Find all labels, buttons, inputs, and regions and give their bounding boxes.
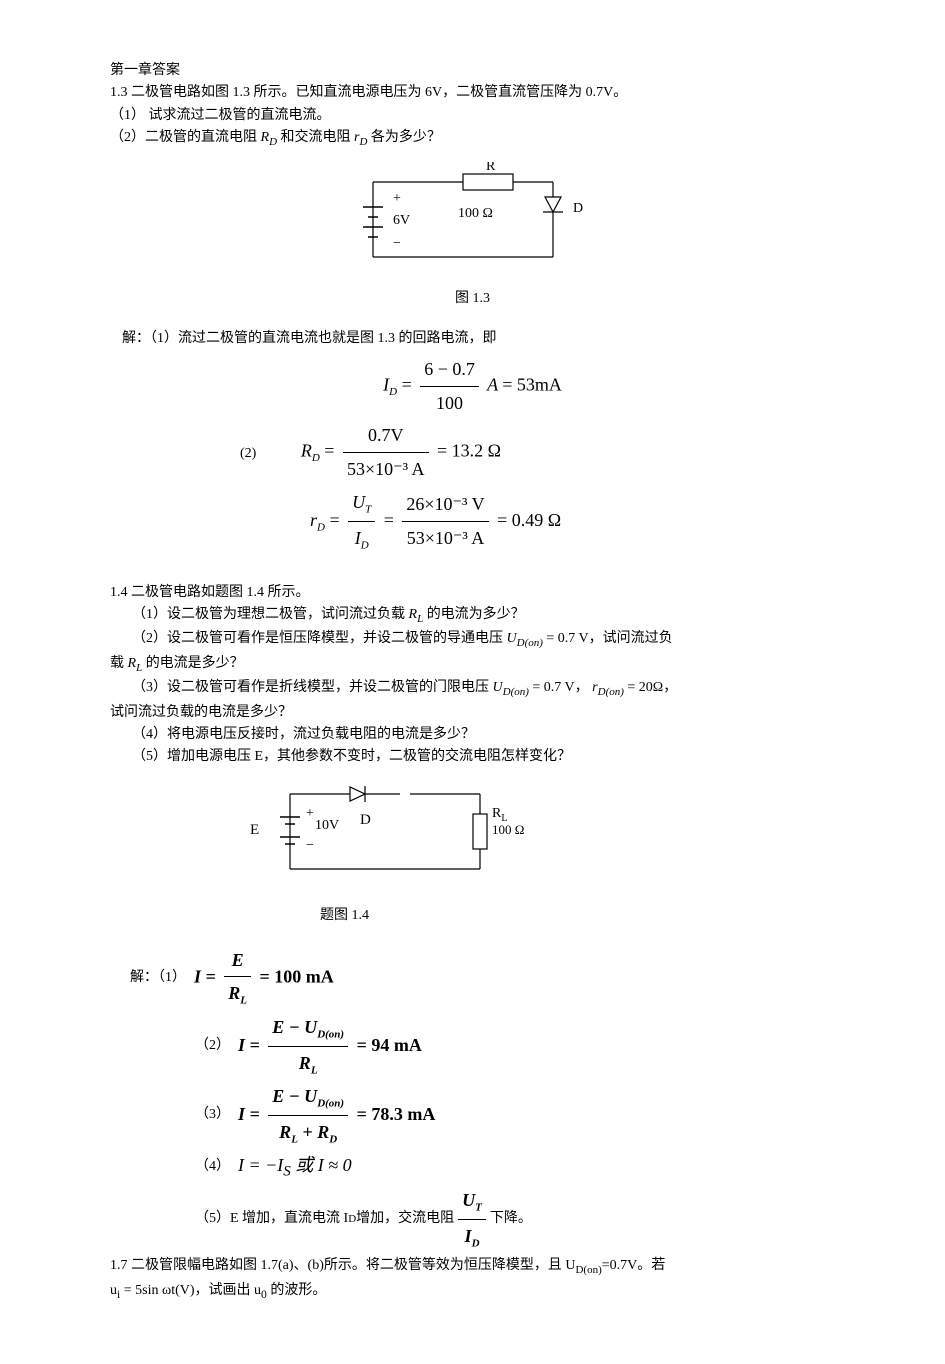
- p1-4-q3b: 试问流过负载的电流是多少？: [110, 702, 835, 724]
- fig-1-3-circuit: R 100 Ω + 6V − D: [110, 162, 835, 280]
- p1-4-stem: 1.4 二极管电路如题图 1.4 所示。: [110, 582, 835, 604]
- p1-7-line2: ui = 5sin ωt(V)，试画出 u0 的波形。: [110, 1280, 835, 1304]
- formula-1-3-3: rD = UT ID = 26×10⁻³ V 53×10⁻³ A = 0.49 …: [110, 488, 835, 555]
- r-label: R: [486, 162, 496, 174]
- p1-4-s5: （5） E 增加，直流电流 ID 增加，交流电阻 UT ID 下降。: [110, 1186, 835, 1253]
- formula-1-3-1: ID = 6 − 0.7 100 A = 53mA: [110, 355, 835, 418]
- minus: −: [306, 838, 314, 853]
- p1-3-sol-lead: 解：（1）流过二极管的直流电流也就是图 1.3 的回路电流，即: [110, 328, 835, 350]
- text: （2）二极管的直流电阻: [110, 130, 257, 145]
- p1-3-stem: 1.3 二极管电路如图 1.3 所示。已知直流电源电压为 6V，二极管直流管压降…: [110, 82, 835, 104]
- plus: +: [393, 191, 401, 206]
- fig-1-4-circuit: E + 10V − D RL 100 Ω: [110, 779, 835, 897]
- fig-1-4-caption: 题图 1.4: [110, 905, 835, 927]
- p1-4-s1: 解：（1） I = E RL = 100 mA: [110, 946, 835, 1011]
- formula-1-3-2: (2) RD = 0.7V 53×10⁻³ A = 13.2 Ω: [110, 421, 835, 484]
- p1-4-q2: （2）设二极管可看作是恒压降模型，并设二极管的导通电压 UD(on) = 0.7…: [110, 628, 835, 652]
- p1-4-q4: （4）将电源电压反接时，流过负载电阻的电流是多少？: [110, 724, 835, 746]
- chapter-title: 第一章答案: [110, 60, 835, 82]
- fig-1-3-caption: 图 1.3: [110, 288, 835, 310]
- d-label: D: [360, 812, 371, 828]
- d-label: D: [573, 201, 583, 216]
- e-label: E: [250, 822, 259, 838]
- text: 和交流电阻: [281, 130, 351, 145]
- p1-4-q5: （5）增加电源电压 E，其他参数不变时，二极管的交流电阻怎样变化？: [110, 746, 835, 768]
- p1-4-q1: （1）设二极管为理想二极管，试问流过负载 RL 的电流为多少？: [110, 604, 835, 628]
- v-label: 6V: [393, 213, 410, 228]
- text: 各为多少？: [371, 130, 441, 145]
- p1-7-line1: 1.7 二极管限幅电路如图 1.7(a)、(b)所示。将二极管等效为恒压降模型，…: [110, 1255, 835, 1279]
- p1-3-q1: （1） 试求流过二极管的直流电流。: [110, 105, 835, 127]
- p1-4-s3: （3） I = E − UD(on) RL + RD = 78.3 mA: [110, 1082, 835, 1149]
- r-value: 100 Ω: [458, 206, 493, 221]
- plus: +: [306, 806, 314, 821]
- rl-val: 100 Ω: [492, 822, 524, 837]
- p1-4-q2b: 载 RL 的电流是多少？: [110, 653, 835, 677]
- minus: −: [393, 236, 401, 251]
- p1-4-s2: （2） I = E − UD(on) RL = 94 mA: [110, 1013, 835, 1080]
- p1-3-q2: （2）二极管的直流电阻 RD 和交流电阻 rD 各为多少？: [110, 127, 835, 151]
- v-label: 10V: [315, 818, 339, 833]
- p1-4-q3: （3）设二极管可看作是折线模型，并设二极管的门限电压 UD(on) = 0.7 …: [110, 677, 835, 701]
- p1-4-s4: （4） I = −IS 或 I ≈ 0: [110, 1151, 835, 1184]
